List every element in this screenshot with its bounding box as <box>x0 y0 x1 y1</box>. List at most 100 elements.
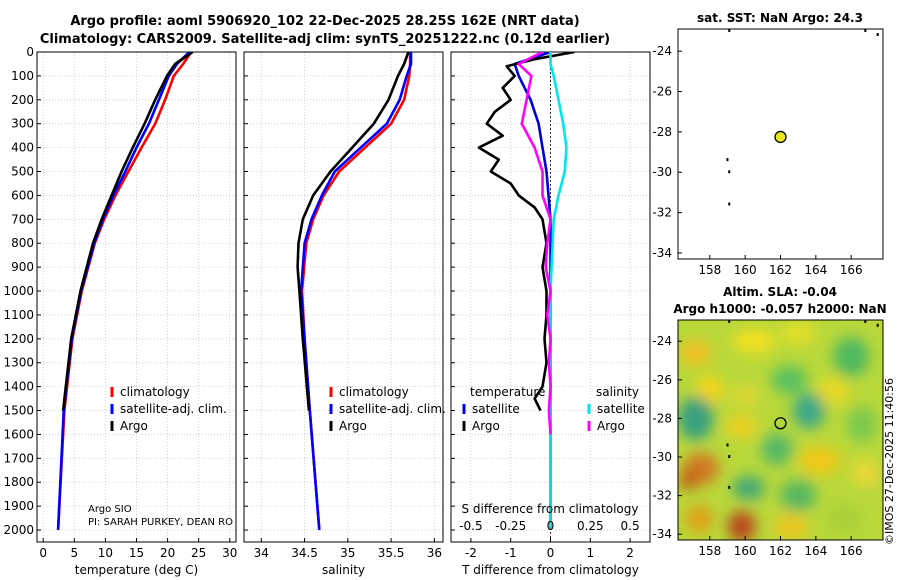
coast-speck <box>726 443 729 447</box>
x2-tick-label: 0.5 <box>621 519 640 533</box>
y-tick-label: 400 <box>11 141 34 155</box>
x2-tick-label: -0.5 <box>459 519 482 533</box>
y-tick-label: 1700 <box>3 451 34 465</box>
argo-location-marker <box>774 417 787 430</box>
x-tick-label: 34.5 <box>291 546 318 560</box>
x2-tick-label: -0.25 <box>495 519 526 533</box>
y-tick-label: 500 <box>11 165 34 179</box>
map-y-tick-label: -32 <box>652 206 672 220</box>
x-tick-label: 0 <box>39 546 47 560</box>
legend-label: Argo <box>339 419 367 433</box>
x-axis-label-2: S difference from climatology <box>462 502 639 516</box>
y-tick-label: 2000 <box>3 523 34 537</box>
x-tick-label: 35 <box>340 546 355 560</box>
x-tick-label: 2 <box>626 546 634 560</box>
x-tick-label: 20 <box>160 546 175 560</box>
sla-blob <box>780 323 817 344</box>
coast-speck <box>726 158 729 162</box>
x-tick-label: -1 <box>505 546 517 560</box>
legend-label: satellite-adj. clim. <box>339 402 446 416</box>
map-y-tick-label: -30 <box>652 165 672 179</box>
legend-label: climatology <box>339 385 409 399</box>
coast-speck <box>876 323 879 327</box>
sla-blob <box>678 470 699 491</box>
sla-blob <box>731 385 760 406</box>
x-tick-label: 35.5 <box>378 546 405 560</box>
y-tick-label: 1100 <box>3 308 34 322</box>
sla-blob <box>678 396 714 441</box>
series-line-s-satellite <box>549 52 568 530</box>
x2-tick-label: 0.25 <box>577 519 604 533</box>
x2-tick-label: 0 <box>547 519 555 533</box>
sla-blob <box>760 433 793 466</box>
x-tick-label: 34 <box>254 546 269 560</box>
map-x-tick-label: 164 <box>804 263 827 277</box>
map-x-tick-label: 166 <box>840 544 863 558</box>
legend-label: Argo <box>597 419 625 433</box>
map-x-tick-label: 158 <box>698 544 721 558</box>
coast-speck <box>864 29 867 33</box>
map-y-tick-label: -28 <box>652 411 672 425</box>
legend-label: satellite-adj. clim. <box>120 402 227 416</box>
axes-frame <box>36 51 237 543</box>
sla-map-title-1: Altim. SLA: -0.04 <box>723 285 837 299</box>
watermark-text: ©IMOS 27-Dec-2025 11:40:56 <box>883 378 896 545</box>
legend-label: satellite <box>472 402 520 416</box>
sla-blob <box>851 458 880 487</box>
legend-label: satellite <box>597 402 645 416</box>
x-tick-label: 36 <box>427 546 442 560</box>
series-line-s-argo <box>517 52 552 435</box>
map-x-tick-label: 162 <box>769 544 792 558</box>
argo-location-marker <box>774 130 787 144</box>
sla-blob <box>797 446 842 475</box>
y-tick-label: 1900 <box>3 499 34 513</box>
map-x-tick-label: 166 <box>840 263 863 277</box>
x-tick-label: 0 <box>547 546 555 560</box>
map-y-tick-label: -34 <box>652 246 672 260</box>
coast-speck <box>728 29 731 33</box>
map-y-tick-label: -26 <box>652 373 672 387</box>
sla-blob <box>685 504 714 533</box>
map-x-tick-label: 160 <box>734 263 757 277</box>
axes-frame <box>243 51 444 543</box>
legend-title-salinity: salinity <box>596 385 639 399</box>
x-tick-label: 5 <box>70 546 78 560</box>
series-group <box>477 52 575 530</box>
x-axis-label: salinity <box>322 563 365 577</box>
y-tick-label: 600 <box>11 188 34 202</box>
y-tick-label: 200 <box>11 93 34 107</box>
sla-blob <box>817 377 850 406</box>
y-tick-label: 300 <box>11 117 34 131</box>
sla-blob <box>731 329 776 354</box>
y-tick-label: 100 <box>11 69 34 83</box>
sla-blob <box>792 392 825 429</box>
coast-speck <box>864 319 867 323</box>
y-tick-label: 1600 <box>3 427 34 441</box>
map-x-tick-label: 164 <box>804 544 827 558</box>
map-y-tick-label: -24 <box>652 44 672 58</box>
map-y-tick-label: -24 <box>652 334 672 348</box>
credit-pi: PI: SARAH PURKEY, DEAN RO <box>88 517 233 528</box>
sla-map-title-2: Argo h1000: -0.057 h2000: NaN <box>673 302 886 316</box>
map-y-tick-label: -26 <box>652 85 672 99</box>
series-group <box>296 52 413 531</box>
sla-blob <box>780 479 817 512</box>
y-tick-label: 800 <box>11 236 34 250</box>
sla-blob <box>833 336 870 377</box>
map-y-tick-label: -28 <box>652 125 672 139</box>
map-y-tick-label: -32 <box>652 489 672 503</box>
x-tick-label: -2 <box>465 546 477 560</box>
sla-blob <box>773 512 810 540</box>
y-tick-label: 0 <box>26 45 34 59</box>
x-tick-label: 1 <box>586 546 594 560</box>
x-axis-label: temperature (deg C) <box>75 563 198 577</box>
sla-blob <box>732 475 765 500</box>
sla-heatmap <box>678 320 883 540</box>
y-tick-label: 900 <box>11 260 34 274</box>
map-y-tick-label: -34 <box>652 527 672 541</box>
y-tick-label: 1500 <box>3 404 34 418</box>
series-line-argo <box>61 52 194 411</box>
series-group <box>56 52 194 531</box>
series-line-climatology <box>300 52 412 531</box>
y-tick-label: 700 <box>11 212 34 226</box>
